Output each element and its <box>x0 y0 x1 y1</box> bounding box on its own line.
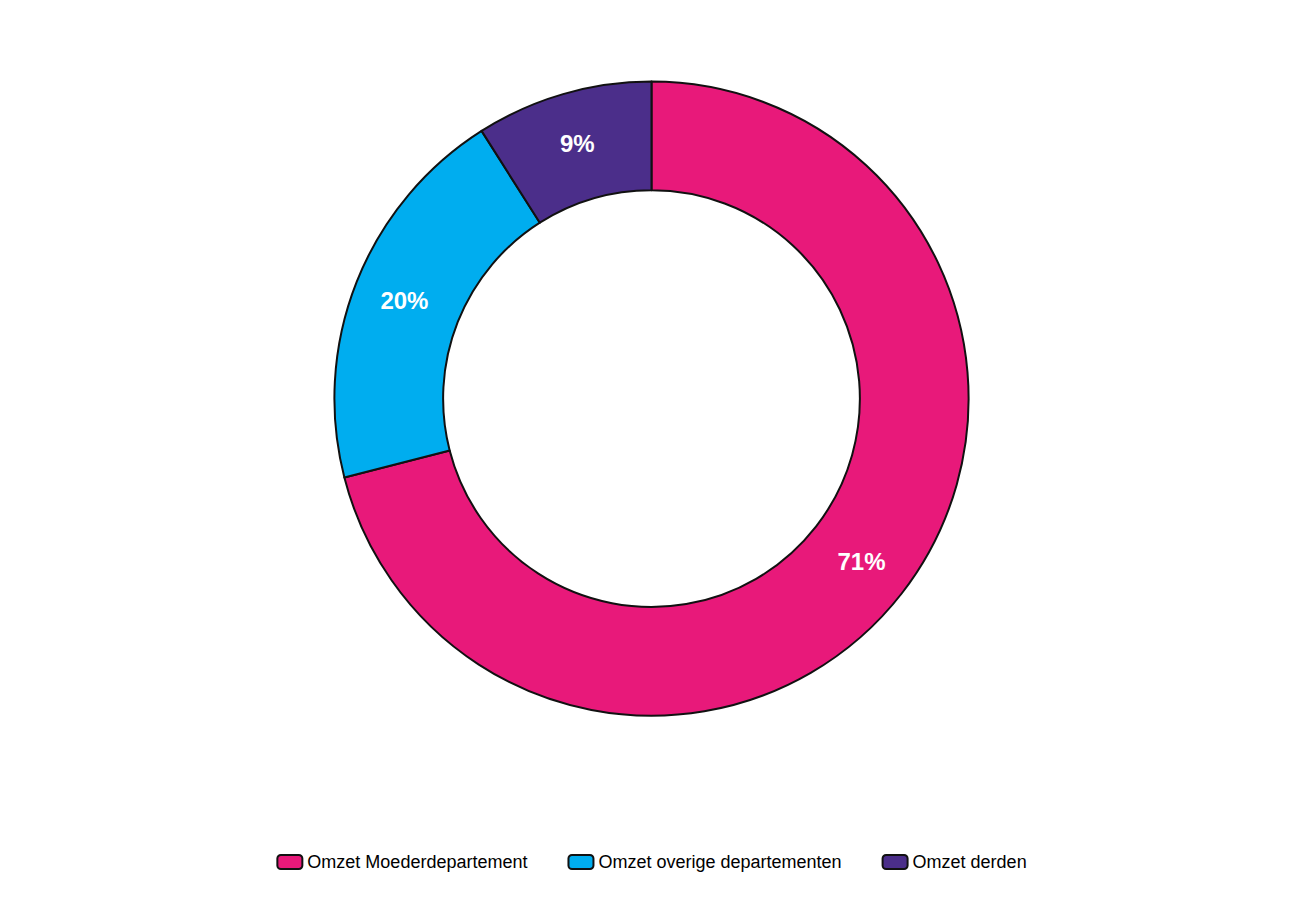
svg-text:Omzet derden: Omzet derden <box>913 852 1027 872</box>
svg-text:Omzet Moederdepartement: Omzet Moederdepartement <box>307 852 527 872</box>
svg-text:Omzet overige departementen: Omzet overige departementen <box>598 852 841 872</box>
svg-text:9%: 9% <box>560 130 595 157</box>
svg-text:20%: 20% <box>380 287 428 314</box>
svg-text:71%: 71% <box>837 548 885 575</box>
